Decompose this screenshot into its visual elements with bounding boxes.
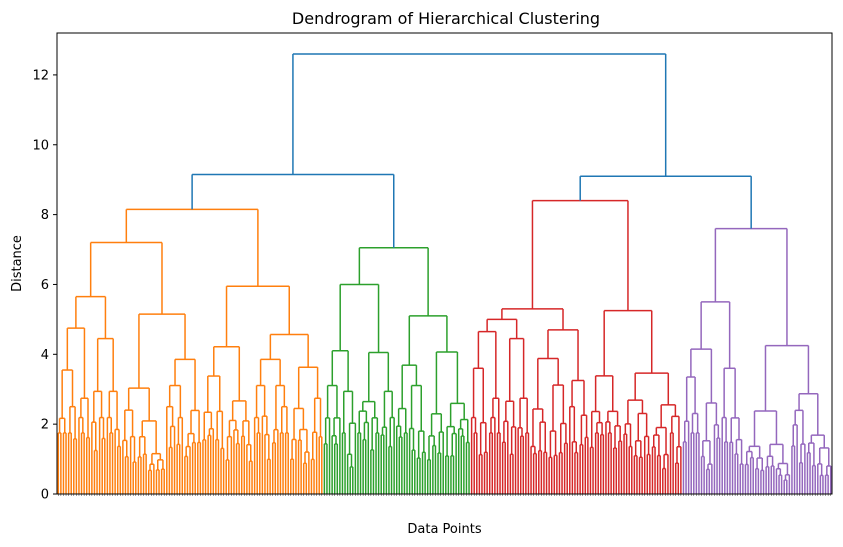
y-tick-label: 0 — [41, 488, 49, 503]
y-tick-label: 10 — [32, 138, 49, 153]
y-tick-label: 6 — [41, 278, 49, 293]
plot-area — [57, 53, 832, 494]
x-axis-label: Data Points — [407, 522, 481, 537]
y-tick-label: 12 — [32, 68, 49, 83]
y-tick-label: 2 — [41, 418, 49, 433]
y-tick-label: 8 — [41, 208, 49, 223]
y-axis: 0 2 4 6 8 10 12 — [32, 68, 57, 503]
y-tick-label: 4 — [41, 348, 49, 363]
chart-title: Dendrogram of Hierarchical Clustering — [292, 9, 600, 28]
y-axis-label: Distance — [10, 235, 25, 292]
plot-frame — [56, 32, 833, 495]
